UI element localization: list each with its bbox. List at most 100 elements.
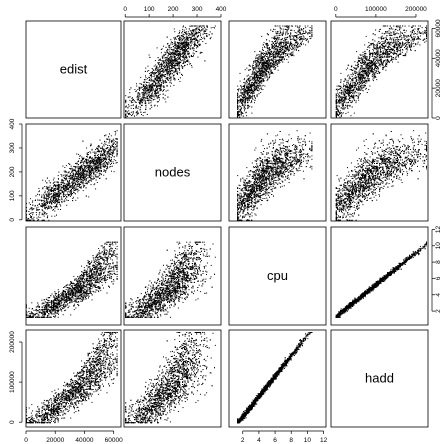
data-point — [159, 86, 161, 88]
data-point — [191, 30, 193, 32]
data-point — [185, 28, 187, 30]
data-point — [166, 66, 168, 68]
data-point — [192, 39, 193, 41]
data-point — [183, 41, 185, 43]
data-point — [184, 64, 186, 66]
data-point — [267, 62, 269, 64]
data-point — [166, 85, 168, 87]
data-point — [242, 100, 244, 102]
data-point — [173, 50, 175, 52]
data-point — [311, 25, 313, 27]
data-point — [185, 42, 187, 44]
data-point — [177, 61, 179, 63]
data-point — [169, 62, 171, 63]
data-point — [211, 33, 213, 35]
data-point — [374, 40, 376, 42]
data-point — [197, 42, 199, 44]
data-point — [173, 70, 175, 72]
data-point — [392, 39, 394, 40]
data-point — [128, 112, 130, 114]
data-point — [164, 74, 165, 76]
data-point — [154, 85, 156, 87]
data-point — [376, 47, 378, 49]
data-point — [186, 36, 188, 38]
data-point — [170, 63, 172, 65]
data-point — [177, 50, 179, 52]
data-point — [278, 44, 280, 45]
data-point — [271, 59, 273, 61]
data-point — [251, 85, 252, 87]
panel-frame — [25, 20, 122, 119]
data-point — [293, 45, 295, 47]
data-point — [137, 92, 139, 94]
data-point — [170, 76, 172, 78]
data-point — [151, 90, 153, 92]
data-point — [274, 45, 276, 47]
data-point — [293, 30, 295, 32]
data-point — [174, 57, 176, 59]
data-point — [279, 58, 281, 60]
data-point — [353, 98, 355, 100]
data-point — [262, 64, 264, 66]
data-point — [174, 42, 176, 44]
data-point — [177, 71, 179, 73]
data-point — [338, 101, 340, 103]
data-point — [256, 66, 258, 68]
data-point — [170, 64, 171, 66]
data-point — [170, 56, 172, 58]
data-point — [184, 31, 186, 33]
data-point — [390, 60, 392, 62]
data-point — [250, 102, 252, 104]
data-point — [142, 89, 144, 91]
data-point — [237, 112, 239, 114]
data-point — [266, 47, 268, 49]
data-point — [257, 81, 259, 83]
data-point — [155, 67, 157, 69]
data-point — [277, 38, 279, 40]
data-point — [185, 54, 187, 56]
data-point — [184, 26, 186, 28]
data-point — [245, 101, 246, 103]
data-point — [162, 97, 164, 99]
data-point — [260, 80, 261, 82]
data-point — [240, 95, 242, 97]
data-point — [242, 97, 244, 99]
data-point — [245, 112, 247, 114]
data-point — [305, 30, 306, 32]
data-point — [168, 59, 170, 61]
data-point — [187, 50, 189, 52]
data-point — [237, 107, 239, 109]
data-point — [165, 79, 166, 81]
data-point — [346, 106, 348, 108]
data-point — [243, 85, 245, 87]
data-point — [269, 56, 271, 58]
data-point — [265, 43, 267, 45]
data-point — [264, 56, 266, 58]
data-point — [257, 61, 259, 63]
data-point — [402, 55, 404, 56]
data-point — [280, 59, 282, 61]
data-point — [189, 30, 191, 32]
data-point — [173, 78, 175, 80]
data-point — [277, 31, 279, 33]
data-point — [183, 53, 185, 55]
data-point — [363, 87, 365, 88]
data-point — [270, 56, 272, 57]
data-point — [268, 49, 270, 51]
data-point — [269, 66, 271, 68]
data-point — [157, 68, 159, 70]
data-point — [292, 47, 294, 48]
data-point — [268, 62, 270, 64]
data-point — [240, 92, 242, 94]
data-point — [170, 60, 172, 62]
data-point — [262, 89, 264, 91]
data-point — [280, 42, 282, 44]
data-point — [262, 54, 264, 55]
data-point — [254, 76, 255, 78]
data-point — [156, 97, 158, 99]
data-point — [394, 37, 396, 39]
data-point — [264, 71, 266, 73]
data-point — [272, 30, 274, 32]
data-point — [286, 45, 288, 47]
